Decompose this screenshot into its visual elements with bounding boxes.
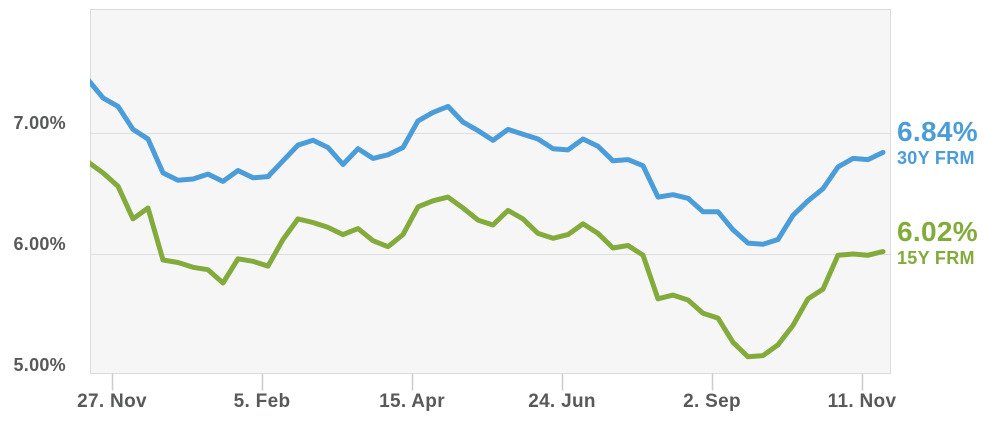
- x-tick-label-24-jun: 24. Jun: [528, 391, 596, 412]
- series-name-15y: 15Y FRM: [897, 248, 975, 268]
- y-tick-label-5: 5.00%: [13, 355, 66, 375]
- x-tick-label-15-apr: 15. Apr: [379, 391, 445, 412]
- series-line-15y-frm[interactable]: [88, 160, 886, 360]
- x-tick-label-11-nov: 11. Nov: [827, 391, 897, 412]
- series-name-30y: 30Y FRM: [897, 148, 975, 168]
- x-tick-label-5-feb: 5. Feb: [233, 391, 291, 412]
- x-tick-label-2-sep: 2. Sep: [683, 391, 741, 412]
- series-line-30y-frm[interactable]: [88, 78, 886, 247]
- y-tick-label-7: 7.00%: [13, 113, 66, 133]
- x-tick-label-27-nov: 27. Nov: [77, 391, 147, 412]
- series-value-30y: 6.84%: [897, 116, 978, 147]
- y-tick-label-6: 6.00%: [13, 234, 66, 254]
- series-value-15y: 6.02%: [897, 216, 978, 247]
- plot-background: [90, 9, 891, 374]
